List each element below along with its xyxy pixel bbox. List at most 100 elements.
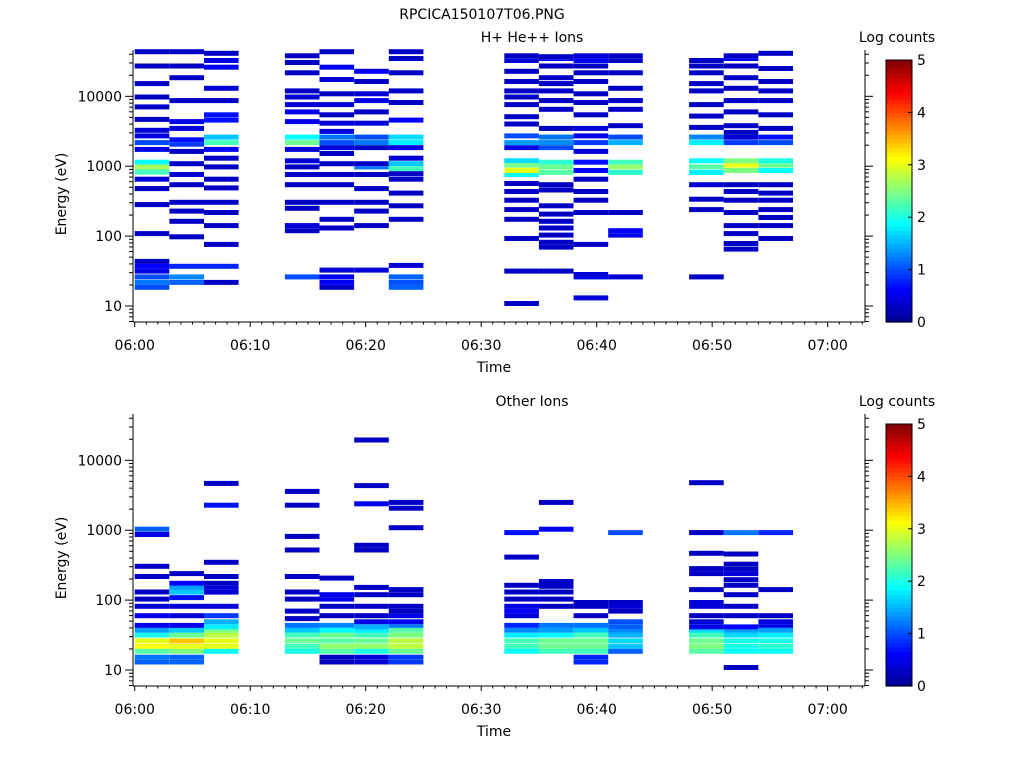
heatmap-cell: [758, 643, 793, 649]
colorbar-segment: [886, 191, 912, 196]
heatmap-cell: [689, 58, 724, 63]
heatmap-cell: [573, 79, 609, 84]
heatmap-cell: [573, 643, 609, 649]
heatmap-cell: [573, 63, 609, 69]
colorbar-segment: [886, 472, 912, 477]
colorbar-segment: [886, 607, 912, 613]
heatmap-cell: [723, 75, 759, 81]
heatmap-cell: [204, 155, 239, 161]
heatmap-cell: [354, 223, 389, 229]
colorbar-segment: [886, 624, 912, 630]
heatmap-cell: [388, 140, 424, 146]
colorbar-segment: [886, 568, 912, 574]
colorbar-segment: [886, 428, 912, 434]
heatmap-cell: [319, 128, 355, 134]
heatmap-cell: [689, 169, 724, 175]
heatmap-cell: [689, 63, 724, 69]
x-tick-label: 06:50: [692, 702, 732, 718]
heatmap-cell: [134, 81, 170, 87]
colorbar-tick-label: 5: [917, 417, 926, 433]
colorbar-segment: [886, 225, 912, 231]
colorbar-segment: [886, 304, 912, 310]
colorbar-segment: [886, 308, 912, 314]
colorbar-segment: [886, 313, 912, 319]
heatmap-cell: [169, 632, 204, 638]
heatmap-cell: [284, 574, 320, 579]
heatmap-cell: [504, 94, 539, 100]
heatmap-cell: [689, 70, 724, 76]
colorbar-segment: [886, 300, 912, 306]
colorbar-segment: [886, 64, 912, 70]
heatmap-cell: [723, 561, 759, 567]
heatmap-cell: [758, 66, 793, 71]
heatmap-cell: [388, 284, 424, 290]
heatmap-cell: [134, 648, 170, 654]
heatmap-cell: [319, 632, 355, 638]
heatmap-cell: [504, 638, 539, 644]
heatmap-cell: [169, 63, 204, 69]
colorbar-segment: [886, 520, 912, 526]
heatmap-cell: [689, 140, 724, 146]
heatmap-cell: [538, 627, 574, 633]
colorbar-segment: [886, 199, 912, 205]
heatmap-cell: [204, 98, 239, 104]
colorbar-segment: [886, 664, 912, 670]
heatmap-cell: [354, 161, 389, 167]
colorbar-segment: [886, 68, 912, 74]
heatmap-cell: [204, 185, 239, 191]
heatmap-cell: [169, 263, 204, 269]
colorbar-segment: [886, 546, 912, 552]
heatmap-cell: [723, 189, 759, 194]
heatmap-cell: [319, 597, 355, 602]
colorbar-tick-label: 3: [917, 522, 926, 538]
heatmap-cell: [723, 223, 759, 229]
colorbar-segment: [886, 138, 912, 144]
heatmap-cell: [758, 627, 793, 633]
colorbar-segment: [886, 572, 912, 578]
heatmap-cell: [169, 589, 204, 595]
colorbar-tick-label: 0: [917, 679, 926, 695]
heatmap-cell: [723, 592, 759, 598]
heatmap-cell: [723, 182, 759, 188]
heatmap-cell: [689, 88, 724, 94]
colorbar: 0 1 2 3 4 5 Log counts: [859, 30, 935, 331]
colorbar-segment: [886, 243, 912, 249]
heatmap-cell: [573, 295, 609, 301]
heatmap-cell: [319, 659, 355, 665]
heatmap-cell: [388, 56, 424, 61]
heatmap-cell: [388, 145, 424, 151]
heatmap-cell: [284, 140, 320, 146]
colorbar-segment: [886, 287, 912, 293]
heatmap-cell: [538, 596, 574, 602]
heatmap-cell: [388, 608, 424, 614]
heatmap-cell: [134, 164, 170, 170]
heatmap-cell: [284, 502, 320, 508]
heatmap-cell: [758, 587, 793, 593]
colorbar-segment: [886, 563, 912, 569]
heatmap-cell: [573, 613, 609, 619]
heatmap-cell: [388, 176, 424, 182]
heatmap-cell: [538, 232, 574, 238]
heatmap-cell: [134, 643, 170, 649]
heatmap-cell: [689, 158, 724, 164]
heatmap-cell: [204, 146, 239, 152]
colorbar-segment: [886, 633, 912, 639]
colorbar-segment: [886, 485, 912, 491]
heatmap-cell: [689, 619, 724, 625]
heatmap-cell: [504, 163, 539, 168]
colorbar-segment: [886, 177, 912, 183]
heatmap-cell: [204, 223, 239, 229]
heatmap-cell: [204, 629, 239, 633]
y-tick-label: 1000: [86, 159, 122, 175]
heatmap-cell: [388, 654, 424, 660]
colorbar-segment: [886, 581, 912, 587]
colorbar-segment: [886, 524, 912, 530]
heatmap-cell: [354, 437, 389, 443]
heatmap-cell: [134, 268, 170, 274]
colorbar-label: Log counts: [859, 30, 935, 46]
colorbar-segment: [886, 217, 912, 223]
heatmap-cell: [204, 648, 239, 654]
heatmap-cell: [354, 166, 389, 170]
heatmap-cell: [319, 267, 355, 273]
heatmap-cell: [134, 563, 170, 569]
